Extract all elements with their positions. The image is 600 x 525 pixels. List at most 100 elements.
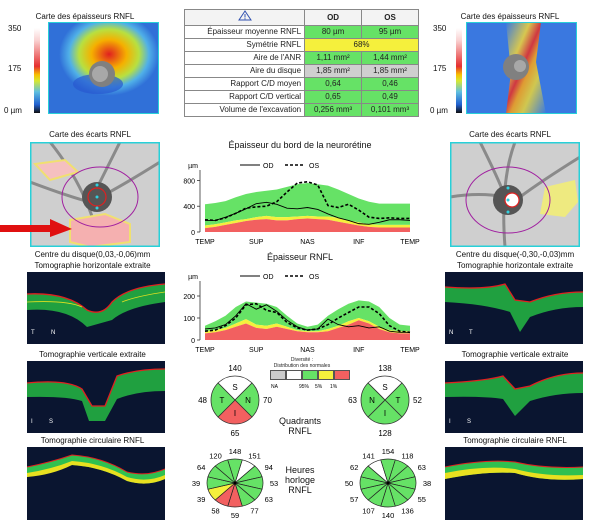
quadrant-letter-I: I [384,409,386,418]
row-label: Symétrie RNFL [183,38,306,52]
quadrant-letter-S: S [382,383,387,392]
quadrant-letter-S: S [232,383,237,392]
circular-tomo-title-od: Tomographie circulaire RNFL [40,436,145,445]
orient-left-label: N [449,330,453,336]
x-tick-label: NAS [300,347,315,354]
table-row: Volume de l'excavation 0,256 mm³ 0,101 m… [183,103,419,117]
legend-swatch-na [270,370,286,380]
deviation-map-os[interactable] [450,142,580,247]
deviation-map-title-od: Carte des écarts RNFL [49,130,131,139]
vertical-tomo-title-od: Tomographie verticale extraite [39,350,146,359]
quadrant-value-S: 138 [378,364,392,373]
vertical-tomo-title-os: Tomographie verticale extraite [461,350,569,359]
clock-value-label: 154 [382,447,395,456]
clock-value-label: 38 [423,479,431,488]
x-tick-label: INF [353,239,364,246]
clock-value-label: 57 [350,495,358,504]
thickness-map-os[interactable] [466,22,577,114]
horizontal-tomography-od[interactable]: T N [27,272,165,344]
norm-legend-title-line2: Distribution des normales [273,363,331,369]
vertical-tomography-od[interactable]: I S [27,361,165,433]
disc-center-os: Centre du disque(-0,30,-0,03)mm [455,250,575,259]
value-od: 1,11 mm² [304,51,363,65]
warning-triangle-icon [237,10,252,21]
chart-rim-title: Épaisseur du bord de la neurorétine [228,140,372,150]
value-os: 0,101 mm³ [361,103,419,117]
orient-right-label: S [467,419,471,425]
orient-left-label: I [449,419,451,425]
x-tick-label: SUP [249,239,264,246]
rim-thickness-chart: 800 400 0 µm TEMP SUP NAS INF TEMP OD OS [183,163,420,246]
legend-label-1: 1% [330,384,338,390]
quadrant-sector-S [217,375,253,401]
clock-value-label: 39 [197,495,205,504]
chart-rnfl-title: Épaisseur RNFL [266,252,334,262]
horizontal-tomo-title-od: Tomographie horizontale extraite [34,261,151,270]
quadrant-value-T: 48 [198,396,207,405]
scale-min-label: 0 µm [4,106,22,115]
clock-value-label: 63 [265,495,273,504]
table-row: Épaisseur moyenne RNFL 80 µm 95 µm [183,25,419,39]
quadrant-sector-N [360,382,386,418]
value-od: 80 µm [304,25,363,39]
clock-value-label: 140 [382,511,395,520]
horizontal-tomography-os[interactable]: N T [445,272,583,344]
scale-max-label: 350 [433,24,447,33]
circular-tomo-title-os: Tomographie circulaire RNFL [463,436,567,445]
legend-label-5: 5% [315,384,323,390]
quadrant-value-N: 70 [263,396,272,405]
band-borderline [205,318,410,334]
legend-od-label: OD [263,163,274,170]
clock-value-label: 59 [231,511,239,520]
value-od: 0,256 mm³ [304,103,363,117]
clock-value-label: 148 [229,447,242,456]
quadrant-sector-T [384,382,410,418]
value-os: 0,46 [361,77,419,91]
norm-legend-title: Diversité : Distribution des normales [252,357,352,369]
norm-legend-title-line1: Diversité : [290,357,314,363]
legend-os-label: OS [309,163,319,170]
x-tick-label: TEMP [400,347,420,354]
series-os-line [204,180,410,222]
x-tick-label: TEMP [195,347,215,354]
rnfl-thickness-chart: 200 100 0 µm TEMP SUP NAS INF TEMP OD OS [183,274,420,354]
clock-center-dot [233,481,237,485]
clock-value-label: 151 [248,451,261,460]
clock-value-label: 55 [418,495,426,504]
clock-sector [227,458,243,485]
rnfl-summary-table: OD OS Épaisseur moyenne RNFL 80 µm 95 µm… [183,9,419,117]
legend-swatch-above [286,370,302,380]
quadrant-sector-I [367,399,403,425]
legend-swatch-normal [302,370,318,380]
red-arrow-pointer-icon [0,219,72,237]
quadrant-value-N: 63 [348,396,357,405]
value-od: 0,64 [304,77,363,91]
y-axis-label: µm [188,163,198,170]
quadrant-chart-os: ST IN 138 128 63 52 [348,364,422,438]
clock-sector [380,458,396,485]
vertical-tomography-os[interactable]: I S [445,361,583,433]
circular-tomography-od[interactable] [27,447,165,520]
orient-right-label: T [469,330,473,336]
legend-swatch-borderline [318,370,334,380]
quadrant-letter-I: I [234,409,236,418]
clock-center-dot [386,481,390,485]
table-row: Rapport C/D moyen 0,64 0,46 [183,77,419,91]
norm-distribution-legend: NA 95% 5% 1% [270,370,350,390]
band-outside [205,320,410,340]
table-row: Aire du disque 1,85 mm² 1,85 mm² [183,64,419,78]
value-os: 1,44 mm² [361,51,419,65]
clock-title-line1: Heures [285,465,315,475]
orient-left-label: I [31,419,33,425]
x-tick-label: SUP [249,347,264,354]
quadrant-sector-S [367,375,403,401]
clock-title-line2: horloge [284,475,316,485]
scale-max-label: 350 [8,24,22,33]
thickness-map-title-od: Carte des épaisseurs RNFL [35,12,135,21]
value-od: 0,65 [304,90,363,104]
horizontal-tomo-title-os: Tomographie horizontale extraite [456,261,574,270]
thickness-map-od[interactable] [48,22,159,114]
quadrants-title: Quadrants RNFL [270,416,330,436]
circular-tomography-os[interactable] [445,447,583,520]
